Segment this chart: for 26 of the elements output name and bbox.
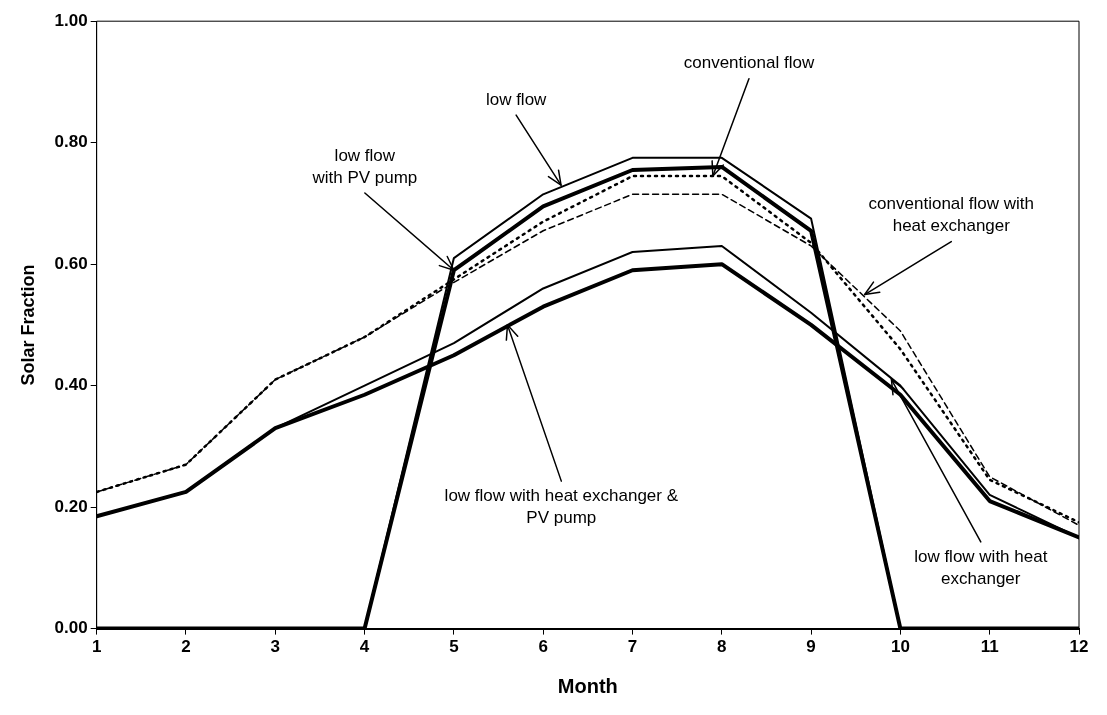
x-tick-label: 10 [890, 637, 910, 657]
y-axis-title: Solar Fraction [17, 264, 38, 386]
x-tick-label: 3 [270, 637, 281, 657]
annotation: low flow with PV pump [311, 145, 418, 187]
y-tick-label: 1.00 [54, 10, 88, 30]
x-tick-label: 12 [1069, 637, 1089, 657]
x-tick-label: 9 [806, 637, 816, 657]
annotation: low flow with heat exchanger & PV pump [444, 485, 679, 527]
x-tick-label: 7 [627, 637, 638, 657]
y-tick-label: 0.80 [54, 132, 88, 152]
x-tick-label: 8 [717, 637, 727, 657]
x-tick-label: 1 [91, 637, 102, 657]
x-tick-label: 2 [181, 637, 191, 657]
y-tick-label: 0.20 [54, 496, 88, 516]
annotation: conventional flow [683, 53, 815, 73]
y-tick-label: 0.40 [54, 375, 88, 395]
x-tick-label: 11 [980, 637, 999, 657]
x-axis-title: Month [557, 674, 618, 697]
y-tick-label: 0.00 [54, 618, 88, 638]
x-tick-label: 4 [359, 637, 370, 657]
annotation: low flow [485, 89, 548, 109]
x-tick-label: 6 [538, 637, 548, 657]
annotation: low flow with heat exchanger [914, 546, 1048, 588]
y-tick-label: 0.60 [54, 253, 88, 273]
annotation: conventional flow with heat exchanger [868, 194, 1034, 236]
x-tick-label: 5 [449, 637, 459, 657]
